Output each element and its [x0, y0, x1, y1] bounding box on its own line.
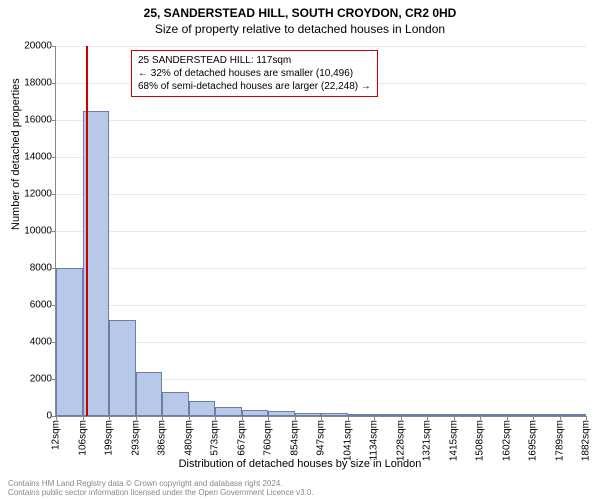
x-tick-label: 199sqm [104, 420, 115, 456]
chart-area: 0200040006000800010000120001400016000180… [55, 46, 585, 416]
callout-line: 68% of semi-detached houses are larger (… [138, 80, 371, 93]
histogram-bar [242, 410, 269, 416]
x-tick-label: 1602sqm [501, 420, 512, 461]
x-tick-label: 1695sqm [528, 420, 539, 461]
callout-line: ← 32% of detached houses are smaller (10… [138, 67, 371, 80]
chart-container: 25, SANDERSTEAD HILL, SOUTH CROYDON, CR2… [0, 0, 600, 500]
x-tick-label: 1508sqm [475, 420, 486, 461]
x-tick-label: 480sqm [183, 420, 194, 456]
histogram-bar [215, 407, 242, 416]
x-tick-label: 293sqm [130, 420, 141, 456]
histogram-bar [162, 392, 189, 416]
histogram-bar [321, 413, 348, 416]
y-tick-mark [52, 46, 56, 47]
histogram-bar [268, 411, 295, 416]
histogram-bar [348, 414, 375, 416]
histogram-bar [109, 320, 136, 416]
histogram-bar [401, 414, 428, 416]
gridline [56, 268, 586, 269]
x-tick-label: 854sqm [289, 420, 300, 456]
y-axis-title: Number of detached properties [10, 78, 22, 230]
x-tick-label: 760sqm [263, 420, 274, 456]
x-tick-label: 1415sqm [448, 420, 459, 461]
y-tick-label: 10000 [24, 226, 52, 237]
title-line-1: 25, SANDERSTEAD HILL, SOUTH CROYDON, CR2… [0, 0, 600, 20]
gridline [56, 46, 586, 47]
histogram-bar [480, 414, 507, 416]
histogram-bar [56, 268, 83, 416]
x-tick-label: 386sqm [157, 420, 168, 456]
y-tick-label: 14000 [24, 152, 52, 163]
y-tick-label: 4000 [30, 337, 52, 348]
x-tick-label: 1321sqm [422, 420, 433, 461]
y-tick-label: 8000 [30, 263, 52, 274]
y-tick-mark [52, 194, 56, 195]
histogram-bar [295, 413, 322, 416]
histogram-bar [189, 401, 216, 416]
x-tick-label: 1041sqm [342, 420, 353, 461]
x-tick-label: 1228sqm [395, 420, 406, 461]
footer-attribution: Contains HM Land Registry data © Crown c… [8, 480, 314, 498]
histogram-bar [454, 414, 481, 416]
gridline [56, 231, 586, 232]
y-tick-label: 18000 [24, 78, 52, 89]
y-tick-label: 16000 [24, 115, 52, 126]
x-tick-label: 12sqm [51, 420, 62, 450]
gridline [56, 157, 586, 158]
y-tick-mark [52, 231, 56, 232]
x-axis-title: Distribution of detached houses by size … [0, 458, 600, 470]
gridline [56, 194, 586, 195]
footer-line-2: Contains public sector information licen… [8, 489, 314, 498]
x-tick-label: 1789sqm [554, 420, 565, 461]
histogram-bar [374, 414, 401, 416]
histogram-bar [427, 414, 454, 416]
y-tick-mark [52, 157, 56, 158]
y-tick-label: 6000 [30, 300, 52, 311]
plot-area: 0200040006000800010000120001400016000180… [55, 46, 586, 417]
x-tick-label: 947sqm [316, 420, 327, 456]
y-tick-mark [52, 120, 56, 121]
histogram-bar [560, 414, 587, 416]
x-tick-label: 573sqm [210, 420, 221, 456]
gridline [56, 120, 586, 121]
x-tick-label: 1134sqm [369, 420, 380, 460]
callout-box: 25 SANDERSTEAD HILL: 117sqm← 32% of deta… [131, 50, 378, 97]
y-tick-mark [52, 83, 56, 84]
y-tick-label: 2000 [30, 374, 52, 385]
y-tick-label: 20000 [24, 41, 52, 52]
gridline [56, 342, 586, 343]
callout-line: 25 SANDERSTEAD HILL: 117sqm [138, 54, 371, 67]
x-tick-label: 667sqm [236, 420, 247, 456]
property-marker-line [86, 46, 88, 416]
x-tick-label: 1882sqm [581, 420, 592, 461]
histogram-bar [507, 414, 534, 416]
histogram-bar [136, 372, 163, 416]
y-tick-label: 12000 [24, 189, 52, 200]
gridline [56, 305, 586, 306]
x-tick-label: 106sqm [77, 420, 88, 456]
title-line-2: Size of property relative to detached ho… [0, 20, 600, 40]
histogram-bar [533, 414, 560, 416]
